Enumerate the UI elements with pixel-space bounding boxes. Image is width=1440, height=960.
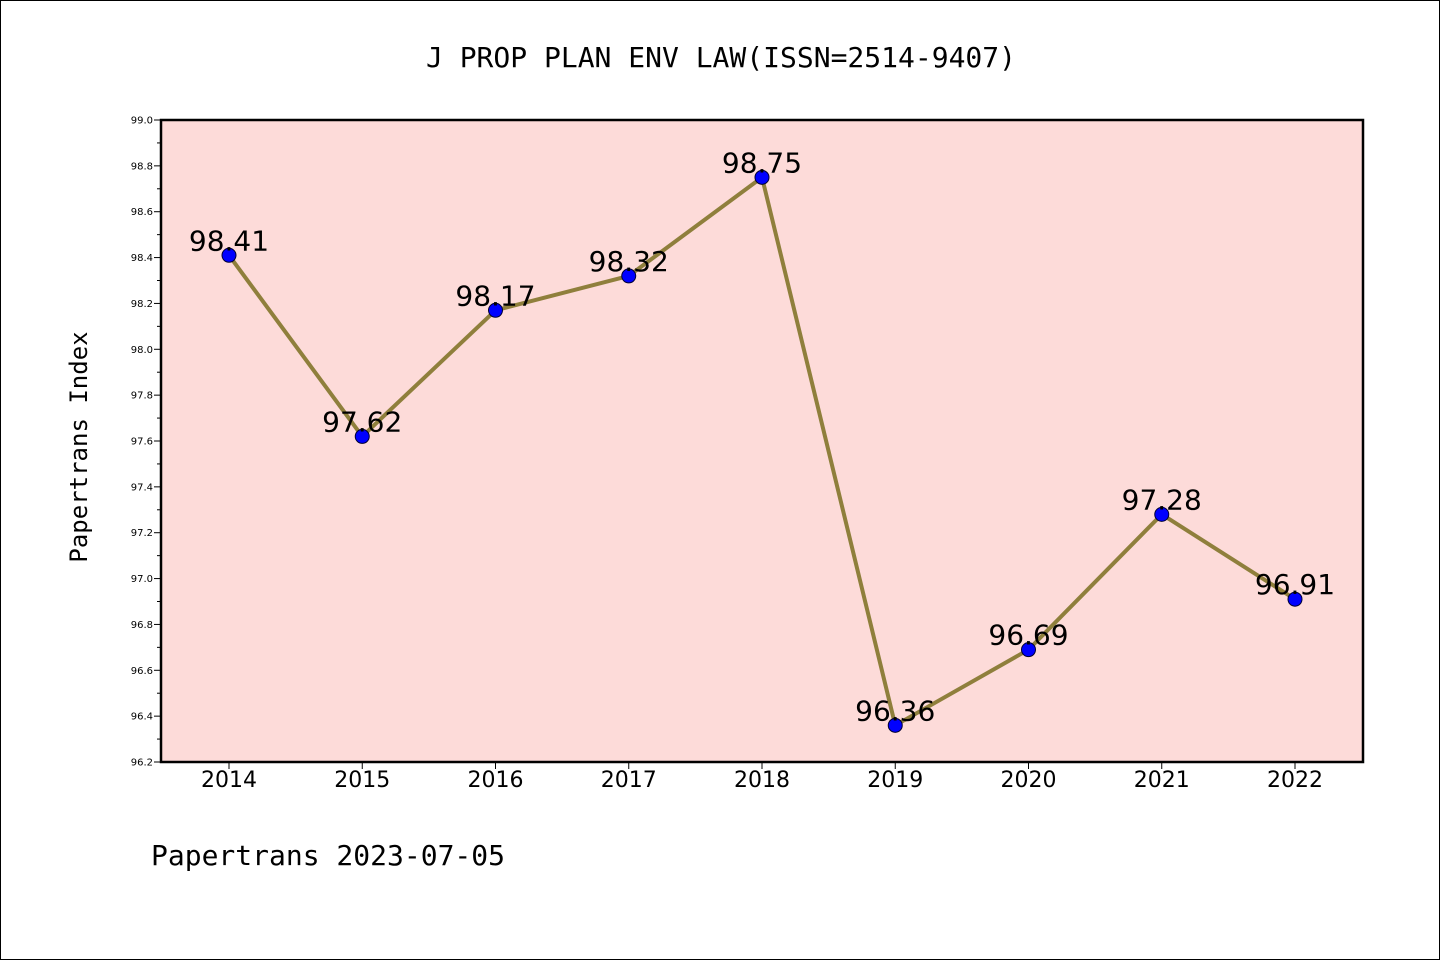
data-label: 97.28: [1122, 483, 1202, 516]
footer-text: Papertrans 2023-07-05: [151, 839, 505, 872]
y-tick-label: 98.0: [131, 345, 153, 356]
plot-frame: [159, 118, 1365, 764]
data-label: 96.36: [855, 694, 935, 727]
data-point: [621, 268, 637, 284]
data-point: [1287, 591, 1303, 607]
data-point: [488, 302, 503, 318]
x-tick-label: 2016: [468, 768, 524, 793]
data-label: 96.91: [1255, 568, 1335, 601]
y-tick-label: 98.8: [131, 161, 153, 172]
y-tick-label: 96.6: [131, 666, 153, 677]
data-label: 98.17: [455, 279, 535, 312]
x-tick-label: 2021: [1134, 768, 1190, 793]
y-tick-label: 96.2: [131, 758, 153, 769]
data-label: 96.69: [988, 619, 1068, 652]
data-point: [1021, 642, 1036, 658]
x-axis: 2014 2015 2016 2017 2018 2019 2020 2021 2022: [201, 762, 1323, 793]
x-tick-label: 2014: [201, 768, 257, 793]
y-tick-label: 98.4: [131, 253, 153, 264]
x-tick-label: 2022: [1267, 768, 1323, 793]
data-label: 97.62: [322, 405, 402, 438]
y-axis-label: Papertrans Index: [65, 331, 93, 562]
data-label: 98.32: [589, 245, 669, 278]
x-tick-label: 2015: [334, 768, 390, 793]
y-tick-label: 98.6: [131, 207, 153, 218]
y-tick-label: 97.8: [131, 391, 153, 402]
data-point: [354, 428, 370, 444]
data-point: [887, 717, 903, 733]
data-point: [221, 247, 237, 263]
x-tick-label: 2019: [867, 768, 923, 793]
x-tick-label: 2017: [601, 768, 657, 793]
x-tick-label: 2018: [734, 768, 790, 793]
data-label: 98.41: [189, 224, 269, 257]
y-tick-label: 96.8: [131, 620, 153, 631]
y-tick-label: 97.2: [131, 528, 153, 539]
plot-area: [161, 120, 1363, 762]
data-label: 98.75: [722, 146, 802, 179]
chart-title: J PROP PLAN ENV LAW(ISSN=2514-9407): [426, 41, 1016, 74]
y-axis: 96.2 96.4 96.6 96.8 97.0 97.2 97.4 97.6 97.8 98.0…: [131, 116, 161, 769]
series-layer: 98.41 97.62 98.17 98.32 98.75 96.36 96.69 97.28…: [189, 146, 1335, 733]
y-tick-label: 99.0: [131, 116, 153, 127]
y-tick-label: 97.6: [131, 437, 153, 448]
y-tick-label: 96.4: [131, 712, 153, 723]
data-point: [754, 169, 770, 185]
data-point: [1154, 506, 1170, 522]
y-tick-label: 98.2: [131, 299, 153, 310]
y-tick-label: 97.4: [131, 482, 153, 493]
x-tick-label: 2020: [1001, 768, 1057, 793]
y-tick-label: 97.0: [131, 574, 153, 585]
